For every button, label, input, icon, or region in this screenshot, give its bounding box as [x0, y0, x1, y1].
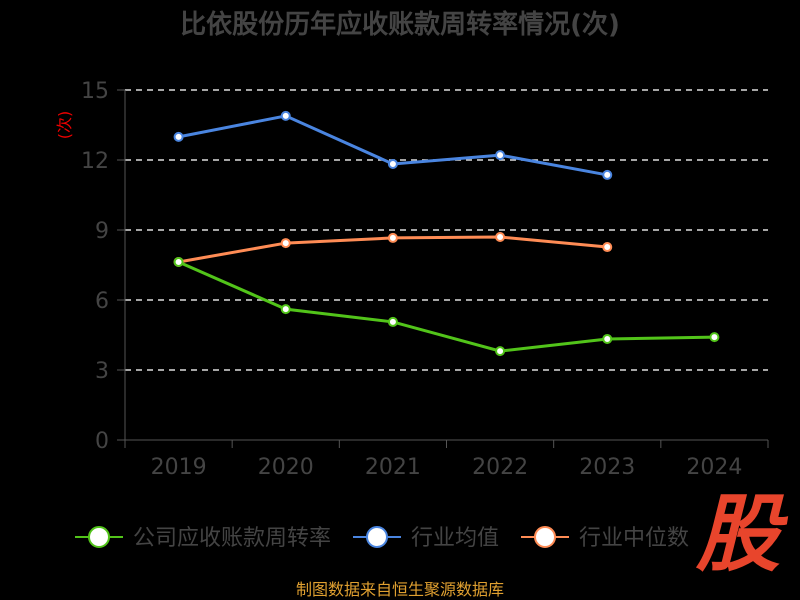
- x-tick-label: 2022: [472, 455, 528, 480]
- legend-label: 行业均值: [411, 526, 499, 551]
- data-point: [495, 150, 506, 161]
- legend-label: 行业中位数: [579, 526, 689, 551]
- data-point: [173, 131, 184, 142]
- chart-title: 比依股份历年应收账款周转率情况(次): [180, 10, 620, 40]
- y-tick-label: 6: [95, 289, 109, 314]
- logo: 股: [695, 485, 780, 583]
- data-point: [602, 169, 613, 180]
- x-tick-label: 2023: [579, 455, 635, 480]
- data-point: [280, 304, 291, 315]
- y-tick-label: 12: [81, 149, 109, 174]
- x-tick-label: 2024: [686, 455, 742, 480]
- data-point: [387, 232, 398, 243]
- y-tick-label: 3: [95, 359, 109, 384]
- source-note: 制图数据来自恒生聚源数据库: [295, 580, 504, 599]
- data-point: [709, 332, 720, 343]
- y-tick-label: 15: [81, 79, 109, 104]
- series-line: [177, 260, 715, 353]
- data-point: [495, 232, 506, 242]
- y-tick-label: 9: [95, 219, 109, 244]
- x-tick-label: 2019: [151, 455, 207, 480]
- x-tick-label: 2021: [365, 455, 421, 480]
- legend-marker: [366, 526, 388, 548]
- data-point: [387, 316, 398, 327]
- legend-label: 公司应收账款周转率: [133, 526, 331, 551]
- data-point: [495, 346, 506, 357]
- data-point: [280, 110, 291, 121]
- data-point: [280, 238, 291, 249]
- data-point: [602, 242, 613, 253]
- legend-marker: [534, 526, 556, 548]
- legend-marker: [88, 526, 110, 548]
- y-axis-label: (次): [55, 111, 74, 140]
- data-point: [602, 333, 613, 344]
- y-tick-label: 0: [95, 429, 109, 454]
- data-point: [173, 256, 184, 267]
- data-point: [387, 158, 398, 169]
- x-tick-label: 2020: [258, 455, 314, 480]
